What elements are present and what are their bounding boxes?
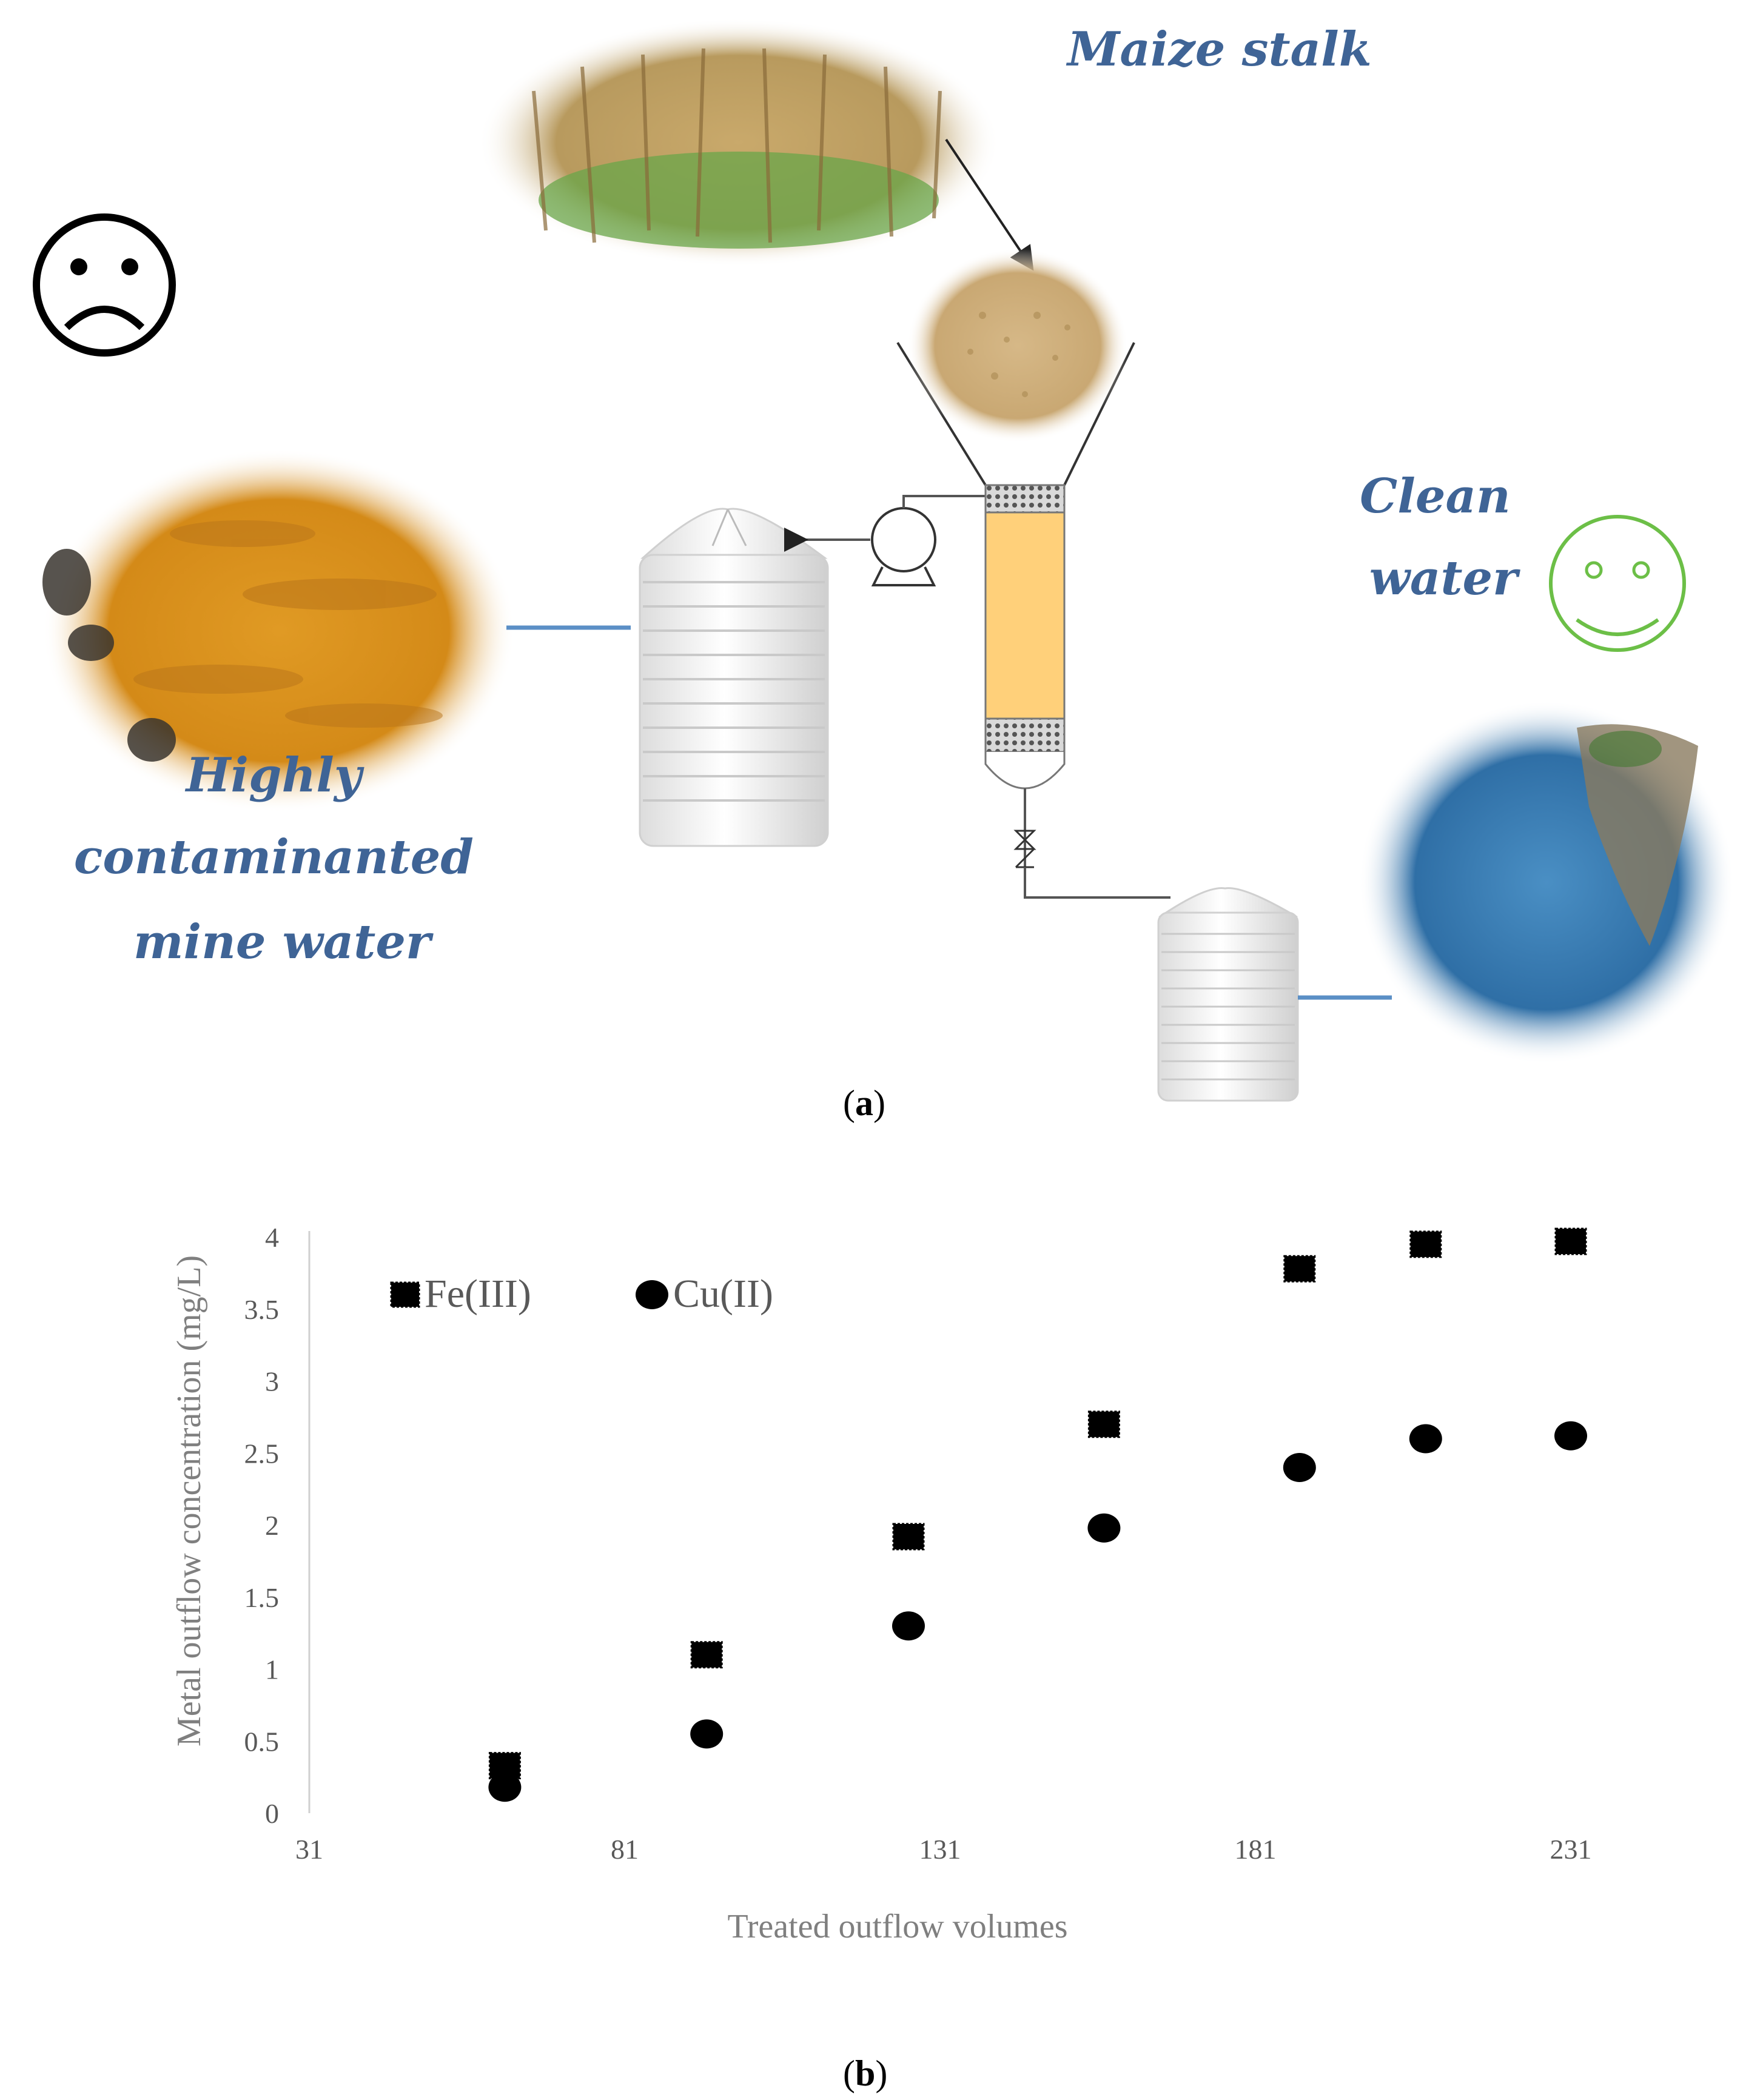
product-tank [1157, 887, 1299, 1102]
adsorption-column [984, 484, 1066, 867]
sad-face-icon [33, 213, 176, 357]
legend-fe-iii-marker [390, 1281, 420, 1308]
x-tick-label: 231 [1550, 1834, 1592, 1865]
svg-text:Highly contaminanted m: Highly contaminanted mine water [74, 748, 490, 970]
fe-iii-point [1087, 1411, 1120, 1438]
y-tick-label: 1 [265, 1654, 279, 1685]
maize-arrow [945, 138, 1034, 271]
process-diagram: Maize stalk Highly contaminanted mine wa… [33, 18, 1735, 1102]
legend-cu-ii-label: Cu(II) [673, 1272, 773, 1316]
fe-iii-point [690, 1641, 723, 1669]
y-tick-label: 2 [265, 1510, 279, 1541]
mine-water-label-line2: contaminanted [74, 830, 474, 885]
clean-water-label-line1: Clean [1360, 469, 1511, 524]
y-tick-labels: 0 0.5 1 1.5 2 2.5 3 3.5 4 [244, 1222, 280, 1829]
panel-b-label: (b) [843, 2053, 888, 2093]
feed-tank [639, 508, 829, 847]
fe-iii-point [1283, 1255, 1316, 1283]
fe-iii-point [1409, 1230, 1442, 1258]
svg-text:Clean water: Clean water [1360, 469, 1527, 606]
x-axis-label: Treated outflow volumes [728, 1908, 1068, 1945]
y-tick-label: 3 [265, 1366, 279, 1397]
y-axis-label: Metal outflow concentration (mg/L) [170, 1255, 208, 1746]
x-tick-labels: 31 81 131 181 231 [295, 1834, 1592, 1865]
clean-water-photo [1358, 700, 1735, 1064]
x-tick-label: 81 [611, 1834, 639, 1865]
y-tick-label: 1.5 [244, 1582, 280, 1613]
legend: Fe(III) Cu(II) [390, 1272, 773, 1316]
y-tick-label: 0.5 [244, 1726, 280, 1757]
mine-water-label-line1: Highly [185, 748, 364, 803]
fe-iii-point [892, 1523, 925, 1551]
cu-ii-point [1554, 1421, 1587, 1451]
x-tick-label: 181 [1235, 1834, 1277, 1865]
cu-ii-point [1283, 1453, 1316, 1482]
y-tick-label: 2.5 [244, 1438, 280, 1469]
happy-face-icon [1549, 515, 1686, 652]
clean-water-label-line2: water [1369, 551, 1520, 606]
cu-ii-point [690, 1719, 724, 1749]
maize-stalk-label: Maize stalk [1066, 22, 1372, 77]
y-tick-label: 3.5 [244, 1294, 280, 1325]
cu-ii-point [892, 1611, 925, 1641]
maize-chips-photo [907, 249, 1128, 443]
cu-ii-point [488, 1773, 522, 1802]
y-tick-label: 4 [265, 1222, 279, 1253]
mine-water-photo [42, 449, 516, 813]
legend-fe-iii-label: Fe(III) [425, 1272, 531, 1316]
cu-ii-point [1087, 1513, 1121, 1543]
mine-water-label-line3: mine water [133, 914, 434, 970]
maize-field-photo [478, 18, 999, 267]
fe-iii-point [1554, 1227, 1587, 1255]
y-tick-label: 0 [265, 1798, 279, 1829]
x-tick-label: 31 [295, 1834, 323, 1865]
data-points [488, 1227, 1587, 1802]
panel-a-label: (a) [843, 1083, 885, 1123]
cu-ii-point [1409, 1424, 1442, 1454]
valve-icon [1013, 830, 1170, 899]
x-tick-label: 131 [919, 1834, 961, 1865]
pump-icon [871, 495, 986, 586]
legend-cu-ii-marker [636, 1280, 668, 1309]
